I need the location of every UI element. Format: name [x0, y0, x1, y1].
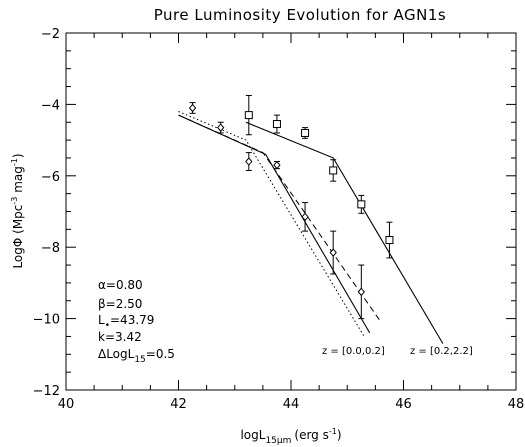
data-point: [272, 114, 281, 134]
x-axis-label-base: logL: [240, 428, 265, 442]
x-tick-label: 44: [283, 397, 300, 412]
fit-dashed-line-0: [178, 114, 382, 323]
diamond-marker: [301, 212, 309, 222]
axis-ticks: 40 42 44 46 48 −12 −10 −8 −6 −4 −2: [33, 27, 525, 412]
data-points: [188, 94, 394, 320]
fit-dotted-line-0: [178, 111, 365, 337]
square-marker: [329, 166, 338, 175]
y-axis-label-sup1: -3: [10, 197, 19, 205]
square-marker: [244, 111, 253, 120]
y-axis-label-mid: mag: [11, 166, 25, 196]
y-axis-label-end: ): [11, 153, 25, 158]
square-marker: [385, 236, 394, 245]
param-k-label: k: [98, 330, 105, 344]
param-lstar-sub: •: [105, 321, 110, 331]
diamond-marker: [273, 160, 281, 170]
redshift-label-low: z = [0.0,0.2]: [322, 346, 385, 357]
fit-solid-line-1: [245, 121, 444, 344]
param-alpha: α=0.80: [98, 278, 143, 292]
data-point: [385, 221, 394, 259]
diamond-marker: [188, 103, 197, 113]
fit-solid-line-0: [178, 114, 371, 334]
x-tick-label: 42: [170, 397, 187, 412]
square-marker: [301, 128, 310, 137]
parameter-annotations: α=0.80 β=2.50 L•=43.79 k=3.42 ΔLogL15=0.…: [98, 278, 175, 365]
square-marker: [357, 200, 366, 209]
x-tick-label: 40: [58, 397, 75, 412]
data-point: [273, 160, 281, 170]
param-alpha-label: α: [98, 278, 106, 292]
data-point: [329, 230, 337, 275]
y-tick-label: −12: [33, 384, 60, 399]
x-tick-label: 46: [395, 397, 412, 412]
fit-lines: [178, 111, 444, 344]
param-beta: β=2.50: [98, 297, 142, 311]
x-axis-label-unit-sup: -1: [329, 427, 337, 436]
param-lstar: L•=43.79: [98, 313, 154, 331]
y-tick-label: −4: [41, 98, 60, 113]
x-axis-label-unit-end: ): [337, 428, 342, 442]
redshift-label-high: z = [0.2,2.2]: [410, 346, 473, 357]
square-marker: [272, 120, 281, 129]
data-point: [245, 152, 253, 171]
diamond-marker: [357, 287, 365, 297]
chart-title: Pure Luminosity Evolution for AGN1s: [154, 6, 447, 24]
param-beta-label: β: [98, 297, 106, 311]
param-k: k=3.42: [98, 330, 142, 344]
data-point: [357, 194, 366, 214]
param-alpha-value: =0.80: [106, 278, 143, 292]
param-beta-value: =2.50: [106, 297, 143, 311]
data-point: [329, 159, 338, 182]
y-tick-label: −8: [41, 241, 60, 256]
param-lstar-value: =43.79: [110, 313, 154, 327]
param-dlogl-value: =0.5: [146, 347, 175, 361]
x-axis-label-sub: 15μm: [265, 436, 291, 446]
diamond-marker: [245, 157, 253, 166]
diamond-marker: [329, 248, 337, 257]
diamond-marker: [217, 123, 225, 132]
y-axis-label-sup2: -1: [10, 158, 19, 166]
y-axis-label-base: LogΦ (Mpc: [11, 205, 25, 269]
param-lstar-label: L: [98, 313, 105, 327]
x-tick-label: 48: [508, 397, 525, 412]
param-k-value: =3.42: [105, 330, 142, 344]
data-point: [357, 264, 365, 320]
data-point: [301, 202, 309, 232]
param-dlogl-sub: 15: [134, 355, 145, 365]
data-point: [301, 127, 310, 139]
y-tick-label: −10: [33, 313, 60, 328]
x-axis-label: logL15μm (erg s-1): [240, 427, 341, 446]
param-dlogl-label: ΔLogL: [98, 347, 135, 361]
data-point: [244, 94, 253, 136]
param-dlogl: ΔLogL15=0.5: [98, 347, 175, 365]
y-tick-label: −2: [41, 27, 60, 42]
data-point: [217, 121, 225, 134]
y-tick-label: −6: [41, 170, 60, 185]
y-axis-label: LogΦ (Mpc-3 mag-1): [10, 153, 25, 268]
x-axis-label-unit: (erg s: [294, 428, 328, 442]
data-point: [188, 102, 197, 114]
